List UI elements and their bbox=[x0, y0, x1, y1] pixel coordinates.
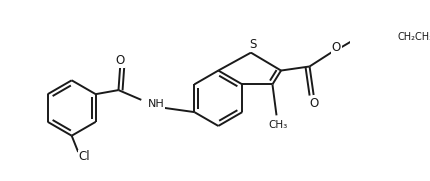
Text: Cl: Cl bbox=[78, 150, 90, 163]
Text: CH₂CH₃: CH₂CH₃ bbox=[398, 32, 430, 42]
Text: CH₃: CH₃ bbox=[268, 120, 288, 130]
Text: O: O bbox=[116, 54, 125, 67]
Text: O: O bbox=[332, 41, 341, 54]
Text: O: O bbox=[310, 97, 319, 110]
Text: S: S bbox=[249, 38, 256, 51]
Text: NH: NH bbox=[148, 99, 165, 109]
